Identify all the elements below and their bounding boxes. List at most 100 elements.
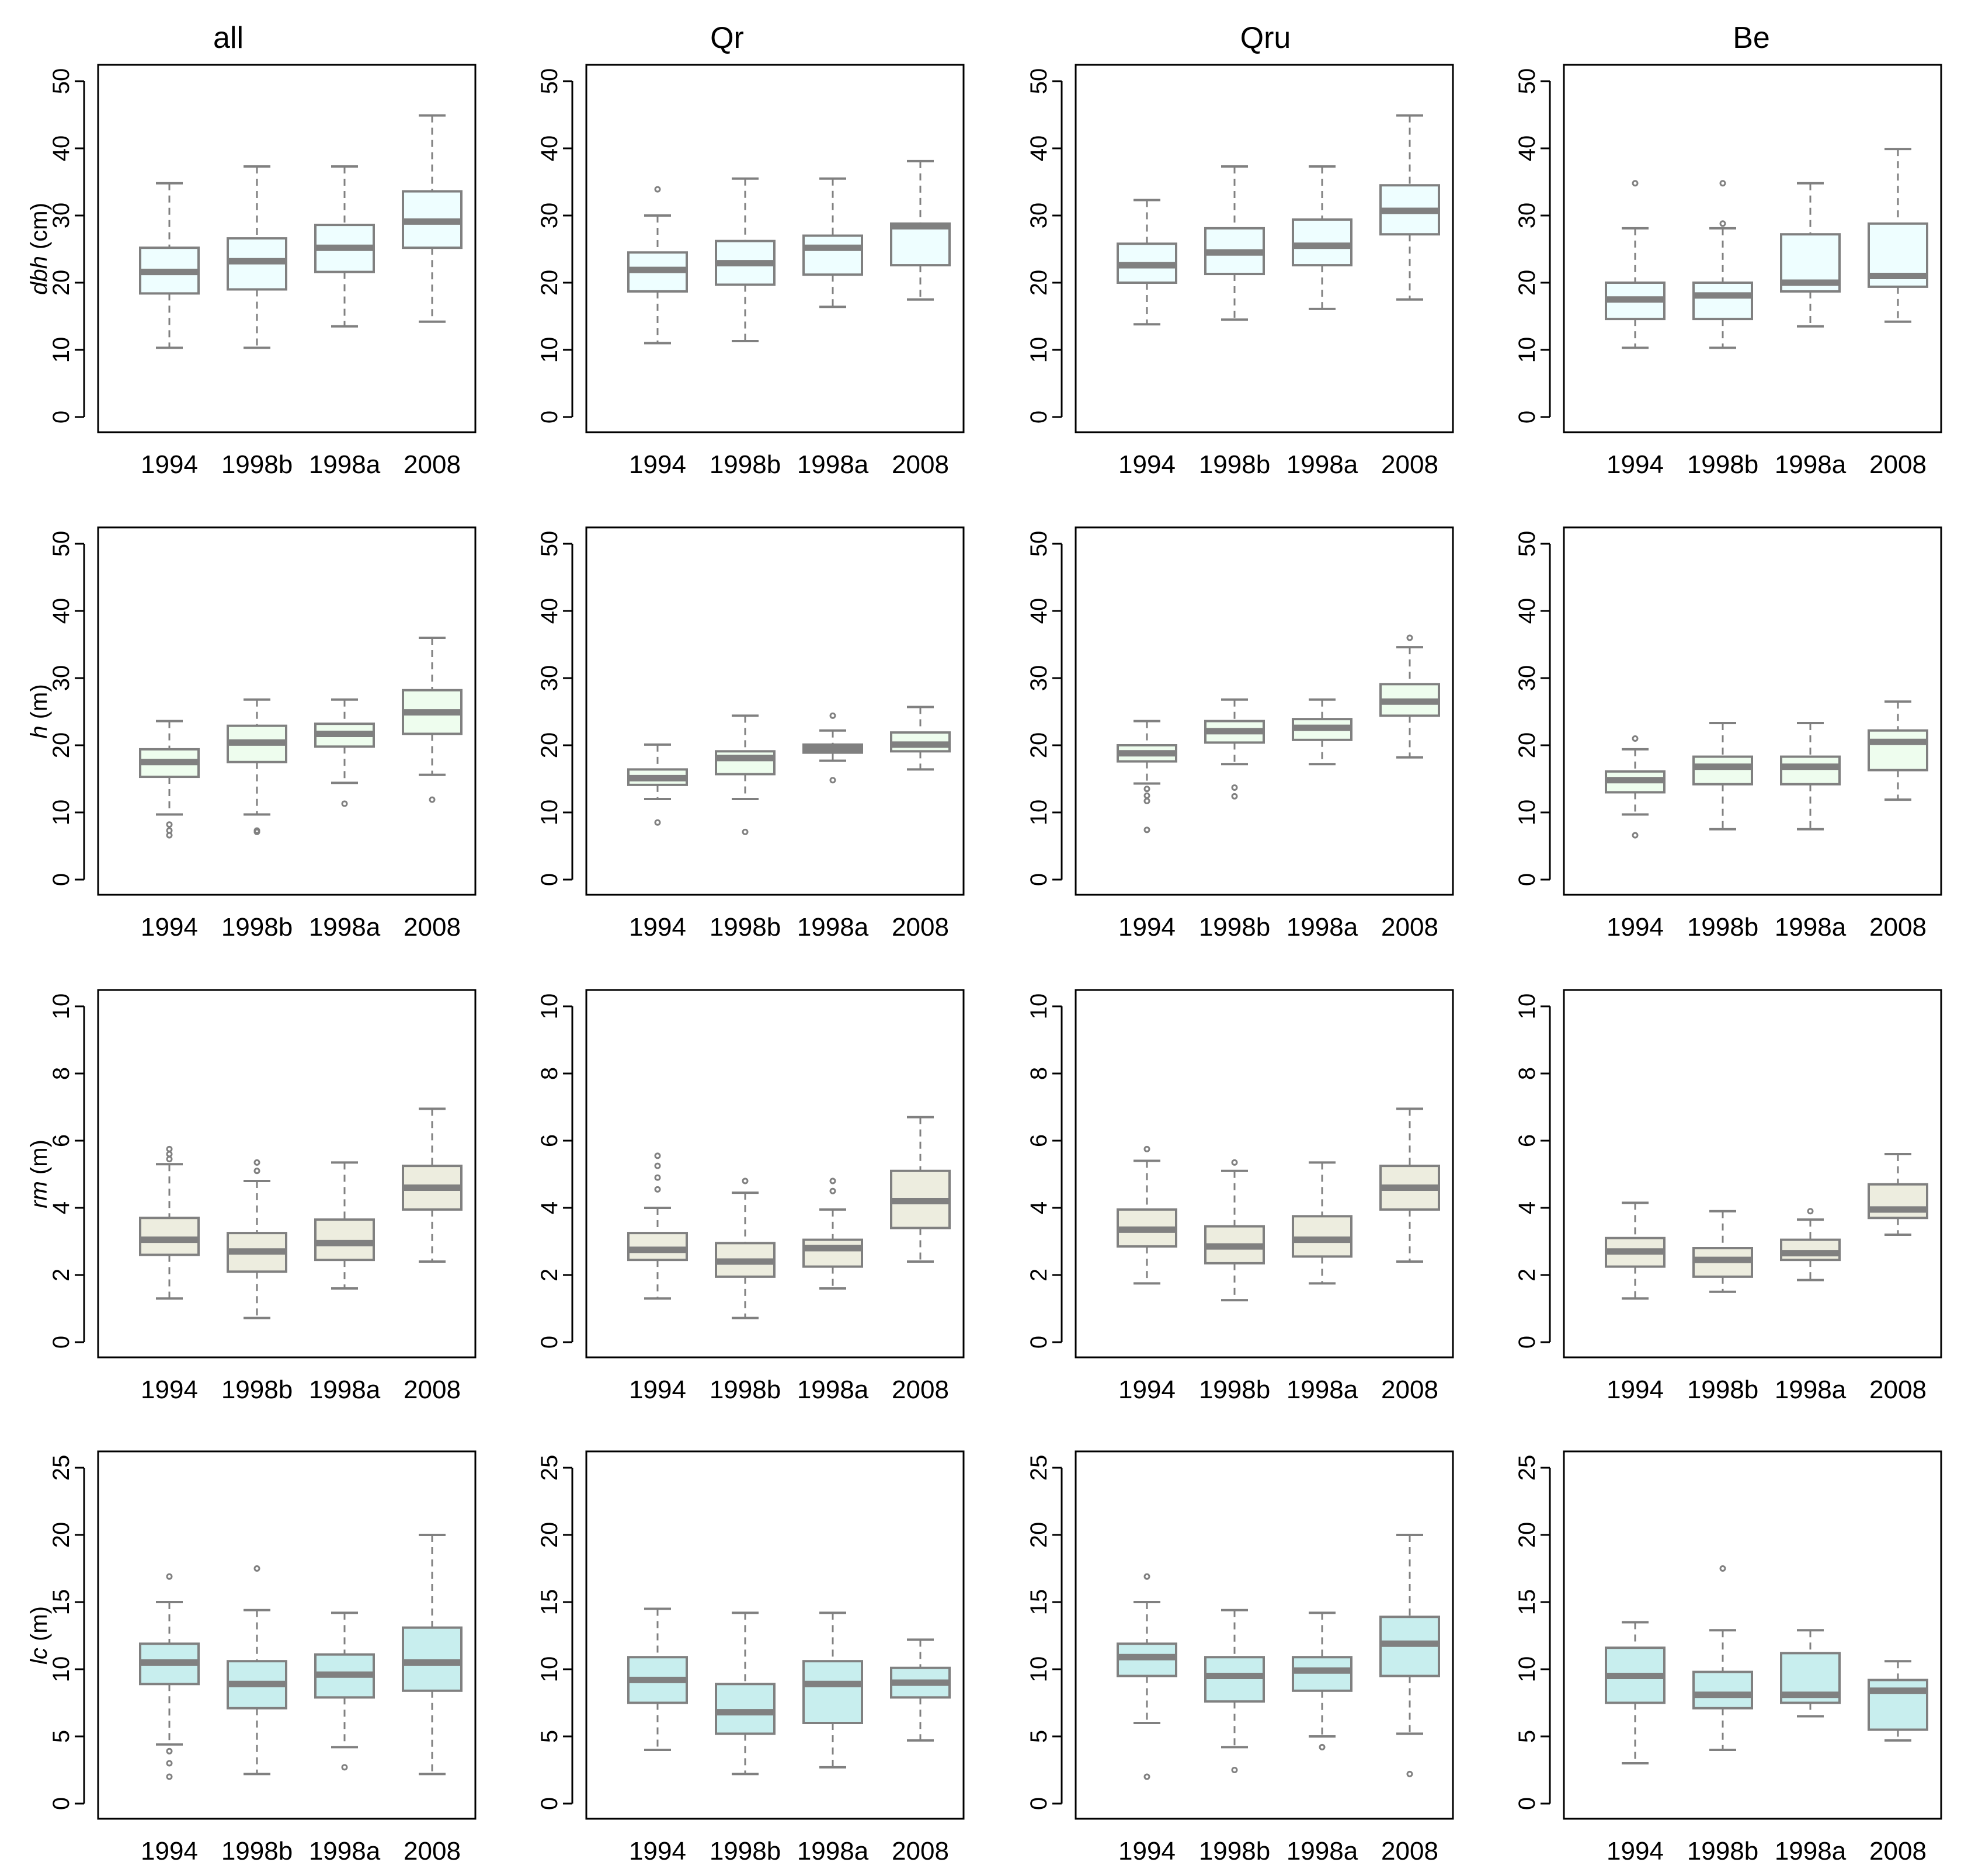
y-tick-label: 40 xyxy=(1026,598,1052,624)
box-2008 xyxy=(402,1107,463,1263)
y-tick-label: 0 xyxy=(1026,873,1052,886)
iqr-box xyxy=(1292,1215,1352,1258)
box-1994 xyxy=(139,182,200,349)
y-tick-label: 0 xyxy=(537,873,562,886)
y-tick-label: 6 xyxy=(1026,1134,1052,1147)
box-1998a xyxy=(802,712,863,784)
outlier-point xyxy=(1143,792,1150,799)
box-1998a xyxy=(1292,1161,1352,1285)
box-2008 xyxy=(1379,114,1440,301)
plot-frame xyxy=(1563,526,1942,896)
y-tick-label: 40 xyxy=(1026,136,1052,162)
iqr-box xyxy=(802,234,863,276)
box-1994 xyxy=(627,1607,688,1751)
x-tick-label: 1998b xyxy=(710,1837,781,1865)
y-tick-label: 10 xyxy=(537,337,562,363)
y-tick-label: 10 xyxy=(537,993,562,1020)
y-tick-label: 20 xyxy=(48,270,74,296)
panel-dbh-all: 0 10 20 30 40 50 dbh (cm) 1994 1998b 1998a 2008 xyxy=(26,64,477,479)
box-1998b xyxy=(1204,1159,1265,1302)
y-tick-label: 2 xyxy=(537,1269,562,1281)
iqr-box xyxy=(1868,729,1928,772)
outlier-point xyxy=(1143,1573,1150,1580)
outlier-point xyxy=(829,1187,836,1194)
x-tick-label: 1994 xyxy=(1607,1837,1664,1865)
y-tick-label: 0 xyxy=(48,1797,74,1810)
column-title-qr: Qr xyxy=(710,21,744,55)
x-tick-label: 2008 xyxy=(892,450,949,479)
y-tick-label: 5 xyxy=(1026,1730,1052,1743)
outlier-point xyxy=(1231,1159,1238,1166)
y-tick-label: 40 xyxy=(1514,598,1540,624)
y-tick-label: 4 xyxy=(48,1201,74,1214)
y-axis-label-unit: (cm) xyxy=(26,203,52,256)
y-tick-label: 30 xyxy=(48,665,74,692)
outlier-point xyxy=(1231,793,1238,800)
plot-frame xyxy=(97,64,477,433)
outlier-point xyxy=(1319,1743,1326,1750)
y-axis-label-variable: dbh xyxy=(26,256,52,295)
x-tick-label: 2008 xyxy=(1869,913,1927,942)
outlier-point xyxy=(341,800,348,807)
y-tick-label: 30 xyxy=(1026,665,1052,692)
iqr-box xyxy=(627,1232,688,1262)
x-tick-label: 1998b xyxy=(221,450,293,479)
panel-lc-all: 0 5 10 15 20 25 lc (m) 1994 1998b 1998a 2008 xyxy=(26,1450,477,1865)
box-1998a xyxy=(1780,182,1841,328)
x-tick-label: 1994 xyxy=(629,1837,686,1865)
y-tick-label: 30 xyxy=(1514,665,1540,692)
x-tick-label: 1994 xyxy=(1118,1375,1176,1404)
plot-frame xyxy=(585,989,965,1359)
outlier-point xyxy=(1632,180,1639,187)
x-tick-label: 1994 xyxy=(1118,1837,1176,1865)
panel-dbh-qru: 0 10 20 30 40 50 1994 1998b 1998a 2008 xyxy=(1026,64,1454,479)
box-1994 xyxy=(627,743,688,826)
panel-lc-qru: 0 5 10 15 20 25 1994 1998b 1998a 2008 xyxy=(1026,1450,1454,1865)
y-tick-label: 0 xyxy=(1026,411,1052,423)
panel-lc-qr: 0 5 10 15 20 25 1994 1998b 1998a 2008 xyxy=(537,1450,965,1865)
x-tick-label: 2008 xyxy=(404,1375,461,1404)
x-tick-label: 1998a xyxy=(309,1837,381,1865)
plot-frame xyxy=(1075,64,1454,433)
box-1998b xyxy=(227,1159,287,1319)
x-tick-label: 1998b xyxy=(1687,1837,1758,1865)
y-tick-label: 25 xyxy=(1026,1455,1052,1481)
box-1998b xyxy=(1692,1565,1753,1751)
x-tick-label: 1994 xyxy=(1118,450,1176,479)
y-tick-label: 20 xyxy=(1514,1522,1540,1548)
box-1994 xyxy=(1117,199,1177,326)
y-tick-label: 10 xyxy=(1026,800,1052,826)
plot-frame xyxy=(585,526,965,896)
box-2008 xyxy=(890,1116,951,1263)
y-tick-label: 0 xyxy=(48,873,74,886)
outlier-point xyxy=(1143,1145,1150,1152)
iqr-box xyxy=(802,1660,863,1724)
outlier-point xyxy=(1231,784,1238,791)
y-tick-label: 15 xyxy=(537,1589,562,1616)
x-tick-label: 1994 xyxy=(1118,913,1176,942)
box-2008 xyxy=(890,1638,951,1742)
y-tick-label: 0 xyxy=(1026,1797,1052,1810)
y-tick-label: 4 xyxy=(1026,1201,1052,1214)
iqr-box xyxy=(139,1217,200,1256)
y-tick-label: 25 xyxy=(1514,1455,1540,1481)
iqr-box xyxy=(715,1683,776,1735)
outlier-point xyxy=(742,828,749,835)
box-1994 xyxy=(1605,1201,1666,1300)
y-tick-label: 0 xyxy=(537,1797,562,1810)
y-tick-label: 8 xyxy=(1026,1067,1052,1080)
box-1994 xyxy=(627,1152,688,1300)
x-tick-label: 1998a xyxy=(309,1375,381,1404)
iqr-box xyxy=(1204,1656,1265,1703)
y-tick-label: 6 xyxy=(1514,1134,1540,1147)
plot-frame xyxy=(97,1450,477,1820)
y-tick-label: 10 xyxy=(537,800,562,826)
outlier-point xyxy=(1143,826,1150,833)
outlier-point xyxy=(654,186,661,193)
y-axis-label: h (m) xyxy=(26,684,52,738)
y-tick-label: 20 xyxy=(537,270,562,296)
y-axis-label: lc (m) xyxy=(26,1606,52,1665)
y-tick-label: 20 xyxy=(48,1522,74,1548)
